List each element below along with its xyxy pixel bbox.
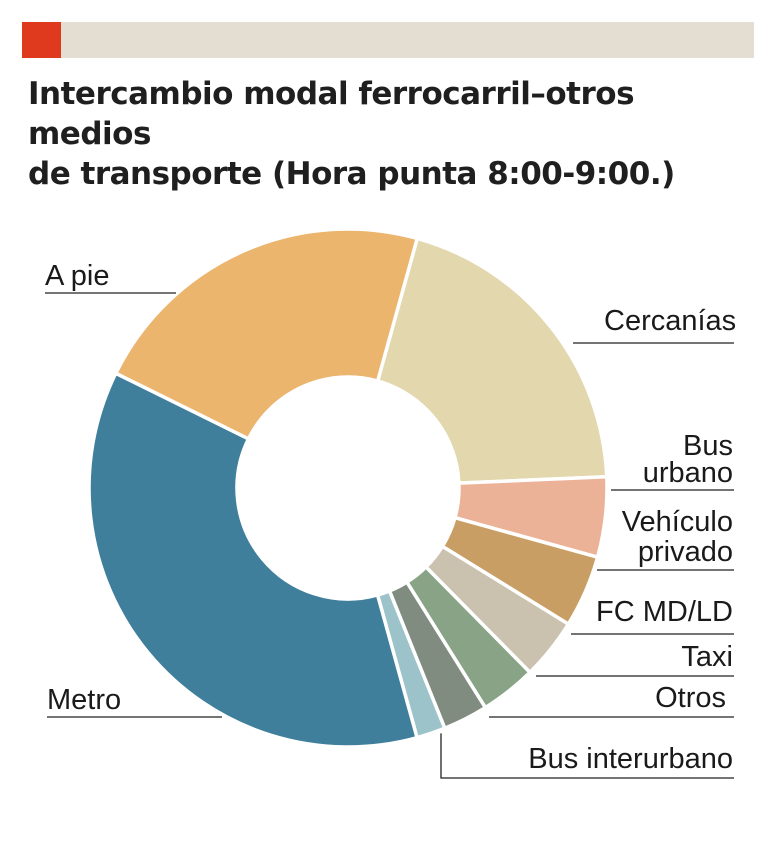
label-taxi: Taxi bbox=[681, 641, 733, 673]
leader-lines bbox=[45, 292, 734, 779]
donut-slices bbox=[87, 227, 609, 749]
leader-bus-interurbano bbox=[440, 733, 734, 779]
label-bus-urbano-line-2: urbano bbox=[643, 457, 733, 489]
chart-title: Intercambio modal ferrocarril–otros medi… bbox=[28, 74, 748, 194]
label-fc-md-ld: FC MD/LD bbox=[596, 596, 733, 628]
donut-hole bbox=[237, 377, 459, 599]
label-a-pie: A pie bbox=[45, 260, 110, 292]
label-vehiculo-privado-line-1: Vehículo bbox=[622, 506, 733, 538]
label-otros: Otros bbox=[655, 682, 726, 714]
header-accent-square bbox=[22, 22, 61, 58]
label-bus-interurbano: Bus interurbano bbox=[528, 743, 733, 775]
label-cercanias: Cercanías bbox=[604, 305, 736, 337]
chart-title-line-1: Intercambio modal ferrocarril–otros medi… bbox=[28, 76, 635, 152]
label-vehiculo-privado-line-2: privado bbox=[638, 536, 733, 568]
label-metro: Metro bbox=[47, 684, 121, 716]
header-bar bbox=[22, 22, 754, 58]
chart-title-line-2: de transporte (Hora punta 8:00-9:00.) bbox=[28, 156, 675, 192]
label-bus-urbano-line-1: Bus bbox=[683, 430, 733, 462]
